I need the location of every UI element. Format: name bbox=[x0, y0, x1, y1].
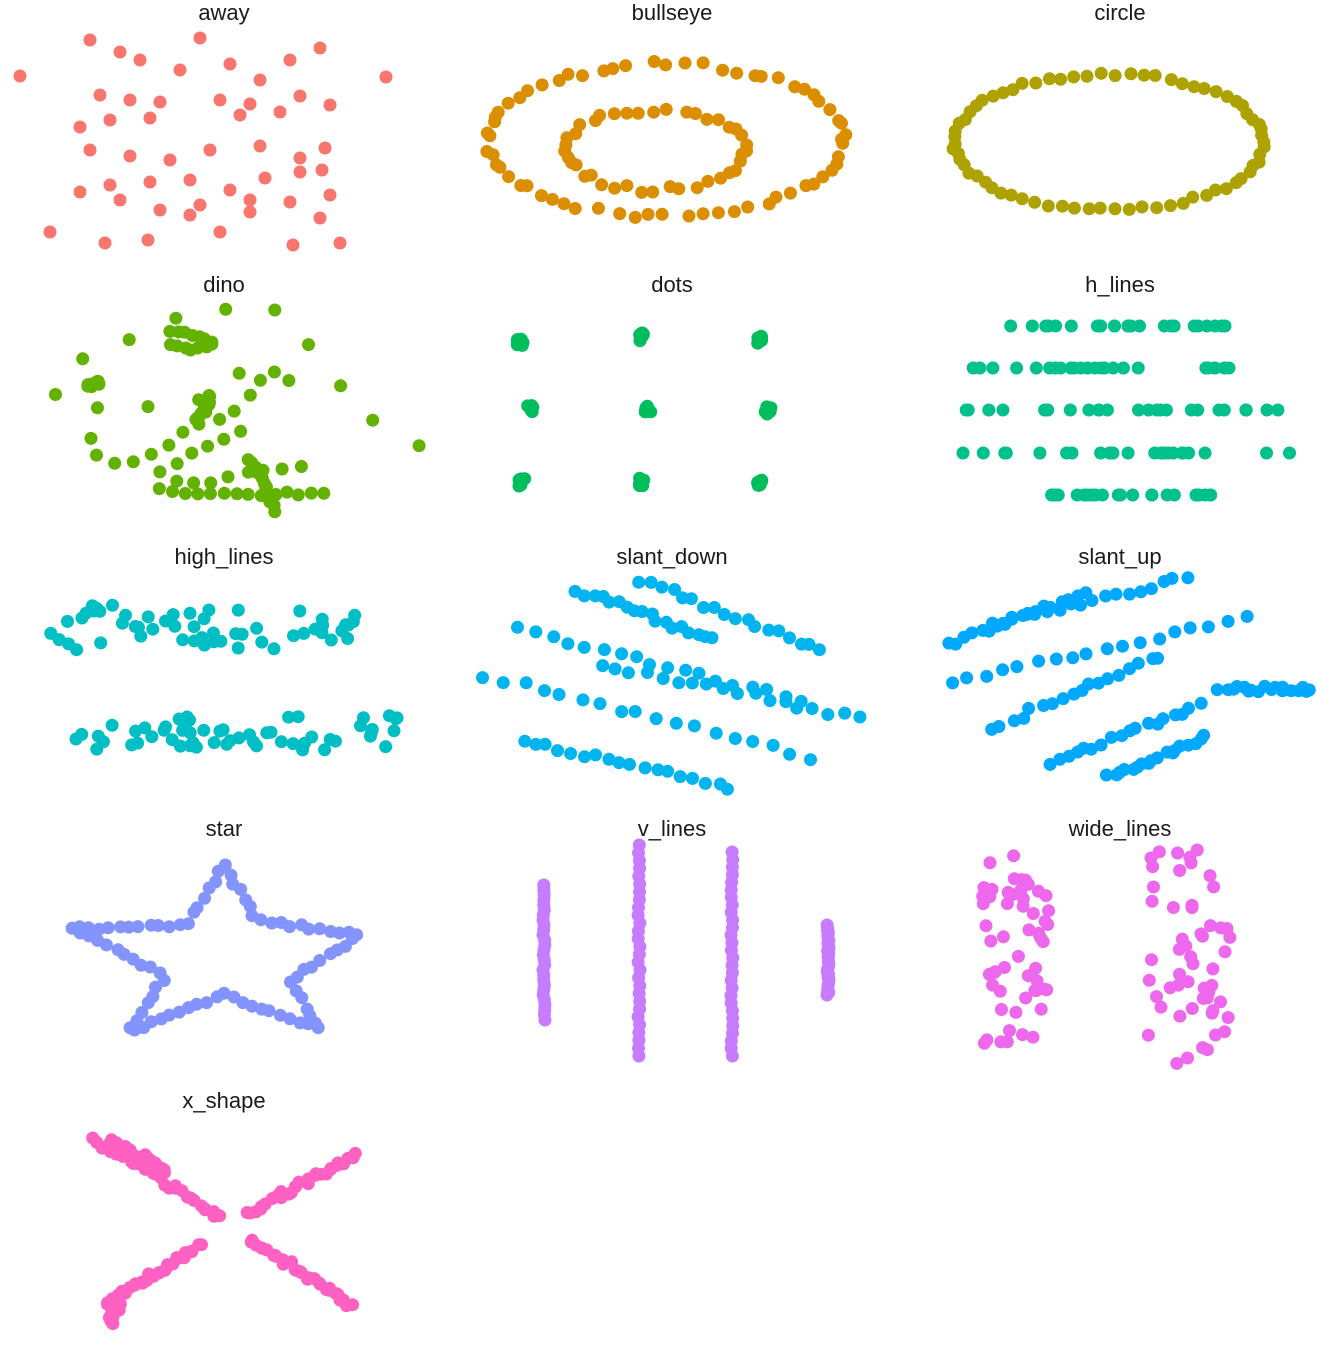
panel-dots: dots bbox=[448, 272, 896, 544]
panel-title-slant-up: slant_up bbox=[1078, 544, 1162, 569]
panel-x-shape: x_shape bbox=[0, 1088, 448, 1360]
panel-title-v-lines: v_lines bbox=[637, 816, 707, 841]
panel-title-bullseye: bullseye bbox=[631, 0, 713, 25]
panel-title-x-shape: x_shape bbox=[182, 1088, 266, 1113]
panel-v-lines: v_lines bbox=[448, 816, 896, 1088]
panel-title-slant-down: slant_down bbox=[616, 544, 728, 569]
panel-slant-up: slant_up bbox=[896, 544, 1344, 816]
panel-h-lines: h_lines bbox=[896, 272, 1344, 544]
panel-bullseye: bullseye bbox=[448, 0, 896, 272]
panel-title-h-lines: h_lines bbox=[1085, 272, 1155, 297]
panel-title-circle: circle bbox=[1094, 0, 1146, 25]
panel-away: away bbox=[0, 0, 448, 272]
panel-slant-down: slant_down bbox=[448, 544, 896, 816]
panel-title-high-lines: high_lines bbox=[174, 544, 274, 569]
panel-wide-lines: wide_lines bbox=[896, 816, 1344, 1088]
panel-dino: dino bbox=[0, 272, 448, 544]
panel-star: star bbox=[0, 816, 448, 1088]
panel-title-dots: dots bbox=[651, 272, 693, 297]
panel-title-away: away bbox=[198, 0, 250, 25]
panel-title-star: star bbox=[205, 816, 243, 841]
panel-high-lines: high_lines bbox=[0, 544, 448, 816]
panel-title-wide-lines: wide_lines bbox=[1068, 816, 1172, 841]
panel-circle: circle bbox=[896, 0, 1344, 272]
panel-title-dino: dino bbox=[203, 272, 245, 297]
